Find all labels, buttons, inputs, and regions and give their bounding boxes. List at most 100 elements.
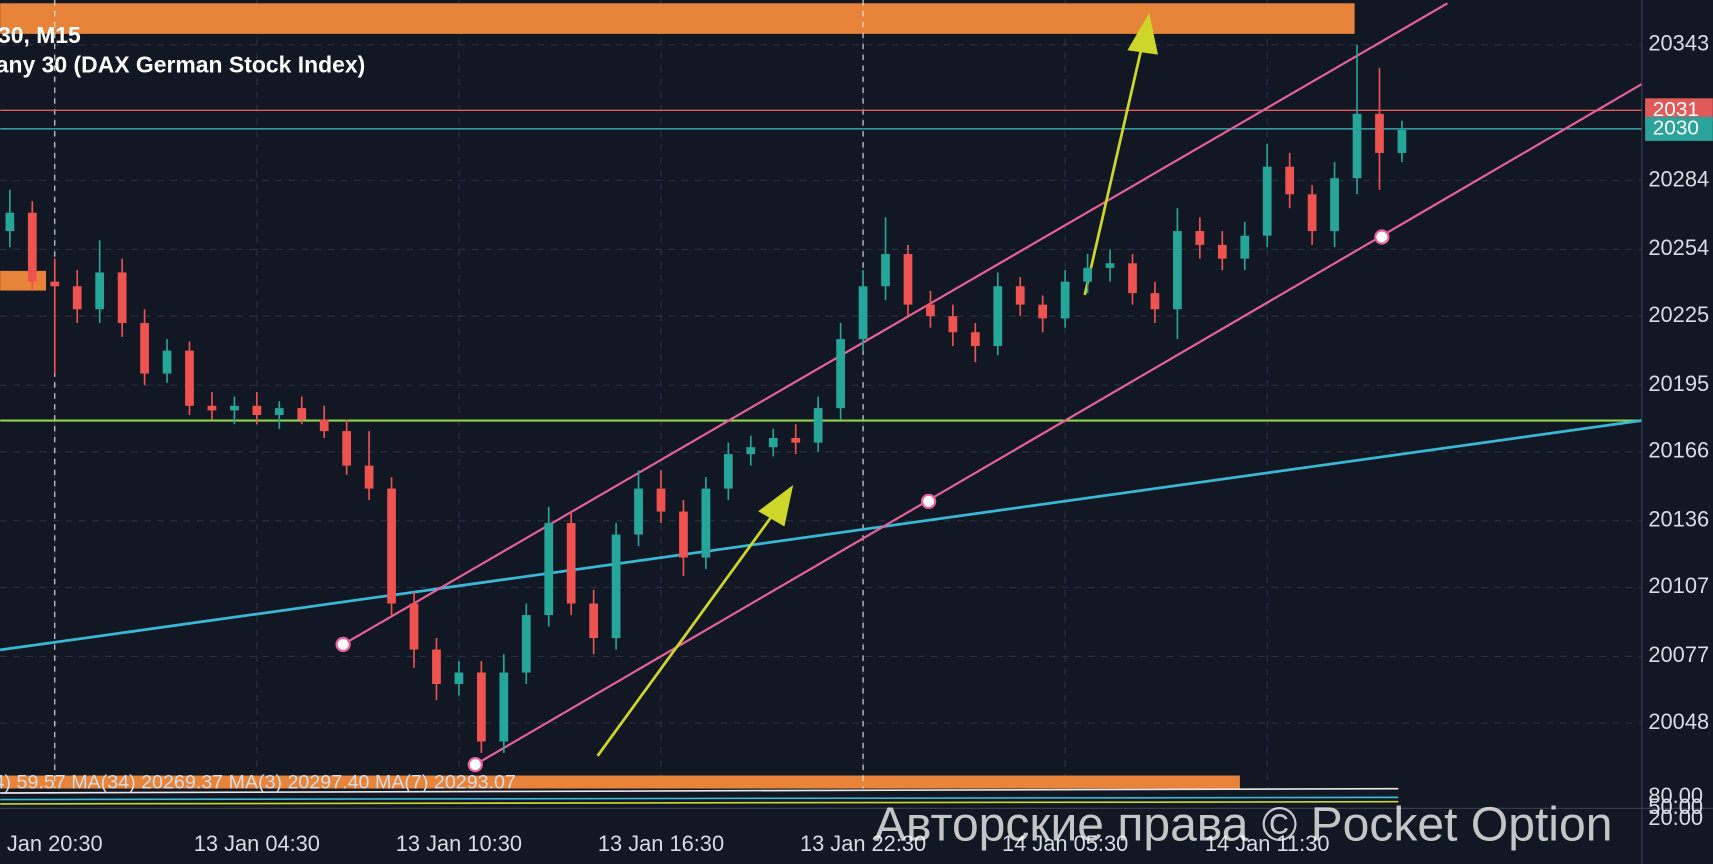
support-zone bbox=[0, 775, 1240, 789]
y-tick-label: 20077 bbox=[1648, 642, 1709, 667]
candle-body bbox=[1195, 231, 1205, 245]
candle-body bbox=[926, 304, 935, 317]
candle-body bbox=[162, 350, 172, 374]
candle-body bbox=[1038, 304, 1048, 319]
candle-body bbox=[1173, 231, 1182, 310]
candle-body bbox=[544, 523, 554, 616]
candle-body bbox=[95, 272, 105, 310]
candle-body bbox=[454, 672, 464, 685]
indicator-tick: 20.00 bbox=[1648, 805, 1703, 830]
candle-body bbox=[1352, 113, 1362, 179]
x-tick-label: 13 Jan 10:30 bbox=[396, 831, 522, 856]
candle-body bbox=[521, 615, 531, 673]
candle-body bbox=[432, 649, 441, 685]
candle-body bbox=[477, 672, 486, 742]
candle-body bbox=[499, 672, 509, 742]
candle-body bbox=[409, 603, 419, 650]
candle-body bbox=[1307, 194, 1317, 232]
candle-body bbox=[207, 405, 217, 411]
price-tag-label: 2030 bbox=[1653, 116, 1699, 139]
chart-title: 30, M15 bbox=[0, 22, 81, 48]
arrow-head bbox=[1127, 13, 1158, 55]
candle-body bbox=[970, 332, 980, 347]
y-tick-label: 20107 bbox=[1648, 573, 1709, 598]
candle-body bbox=[1375, 113, 1384, 153]
y-tick-label: 20225 bbox=[1648, 302, 1709, 327]
price-tag-label: 2031 bbox=[1653, 98, 1699, 121]
candle-body bbox=[791, 438, 801, 443]
zone bbox=[0, 270, 47, 291]
candle-body bbox=[566, 523, 576, 604]
candle-body bbox=[27, 212, 37, 282]
indicator-tick: 80.00 bbox=[1648, 783, 1703, 808]
indicator-tick: 50.00 bbox=[1648, 794, 1703, 819]
anchor bbox=[335, 636, 351, 653]
indicator-line bbox=[0, 787, 1399, 794]
arrow bbox=[1083, 37, 1146, 296]
price-tag bbox=[1645, 98, 1713, 122]
x-tick-label: Jan 20:30 bbox=[7, 831, 103, 856]
y-tick-label: 20136 bbox=[1648, 507, 1709, 532]
indicator-text: 4) 59.57 MA(34) 20269.37 MA(3) 20297.40 … bbox=[0, 771, 516, 793]
anchor bbox=[1374, 229, 1390, 245]
chart-subtitle: any 30 (DAX German Stock Index) bbox=[0, 52, 365, 78]
candle-body bbox=[1083, 267, 1092, 282]
watermark: Авторские права © Pocket Option bbox=[874, 798, 1612, 852]
candle-body bbox=[1330, 178, 1339, 232]
candle-body bbox=[185, 350, 194, 406]
candle-body bbox=[117, 272, 127, 324]
resistance-zone bbox=[0, 3, 1355, 34]
indicator-line bbox=[0, 796, 1399, 801]
arrow bbox=[596, 507, 779, 757]
arrow-head bbox=[758, 484, 794, 527]
x-axis: Jan 20:30 13 Jan 04:30 13 Jan 10:30 13 Jan … bbox=[7, 831, 1330, 856]
candle-body bbox=[342, 431, 352, 466]
indicator-line bbox=[0, 800, 1399, 805]
y-tick-label: 20166 bbox=[1648, 438, 1709, 463]
x-tick-label: 14 Jan 05:30 bbox=[1002, 831, 1128, 856]
candle-body bbox=[1397, 129, 1407, 153]
candle-body bbox=[656, 488, 666, 512]
candle-body bbox=[813, 408, 823, 443]
y-tick-label: 20343 bbox=[1648, 31, 1709, 56]
candle-body bbox=[836, 339, 845, 409]
anchor bbox=[467, 756, 483, 773]
candle-body bbox=[1105, 263, 1115, 268]
candle-body bbox=[589, 603, 599, 639]
x-tick-label: 13 Jan 22:30 bbox=[800, 831, 926, 856]
candle-body bbox=[1128, 263, 1137, 294]
candle-body bbox=[274, 408, 284, 416]
candle-body bbox=[319, 419, 329, 432]
candle-body bbox=[230, 405, 239, 411]
x-tick-label: 13 Jan 16:30 bbox=[598, 831, 724, 856]
candles bbox=[5, 44, 1407, 753]
y-tick-label: 20195 bbox=[1648, 371, 1709, 396]
channel-line bbox=[342, 2, 1448, 646]
candle-body bbox=[5, 212, 15, 232]
candle-body bbox=[50, 281, 60, 287]
candle-body bbox=[387, 488, 396, 604]
candle-body bbox=[72, 286, 82, 310]
candle-body bbox=[1015, 286, 1025, 305]
candle-body bbox=[140, 323, 149, 374]
candle-body bbox=[903, 254, 913, 305]
candle-body bbox=[364, 465, 374, 489]
candle-body bbox=[252, 405, 262, 416]
candle-body bbox=[1150, 293, 1160, 310]
trend-line bbox=[0, 419, 1643, 652]
candle-body bbox=[1060, 281, 1070, 319]
candle-body bbox=[993, 286, 1003, 347]
x-tick-label: 13 Jan 04:30 bbox=[194, 831, 320, 856]
candle-body bbox=[701, 488, 711, 558]
candle-body bbox=[768, 438, 778, 448]
candle-body bbox=[723, 454, 733, 489]
candle-body bbox=[1262, 166, 1272, 236]
candle-body bbox=[746, 447, 756, 455]
candle-body bbox=[858, 286, 868, 340]
drawings bbox=[0, 0, 1643, 789]
channel-line bbox=[474, 83, 1643, 766]
price-tag bbox=[1645, 116, 1713, 141]
candle-body bbox=[1217, 244, 1227, 259]
